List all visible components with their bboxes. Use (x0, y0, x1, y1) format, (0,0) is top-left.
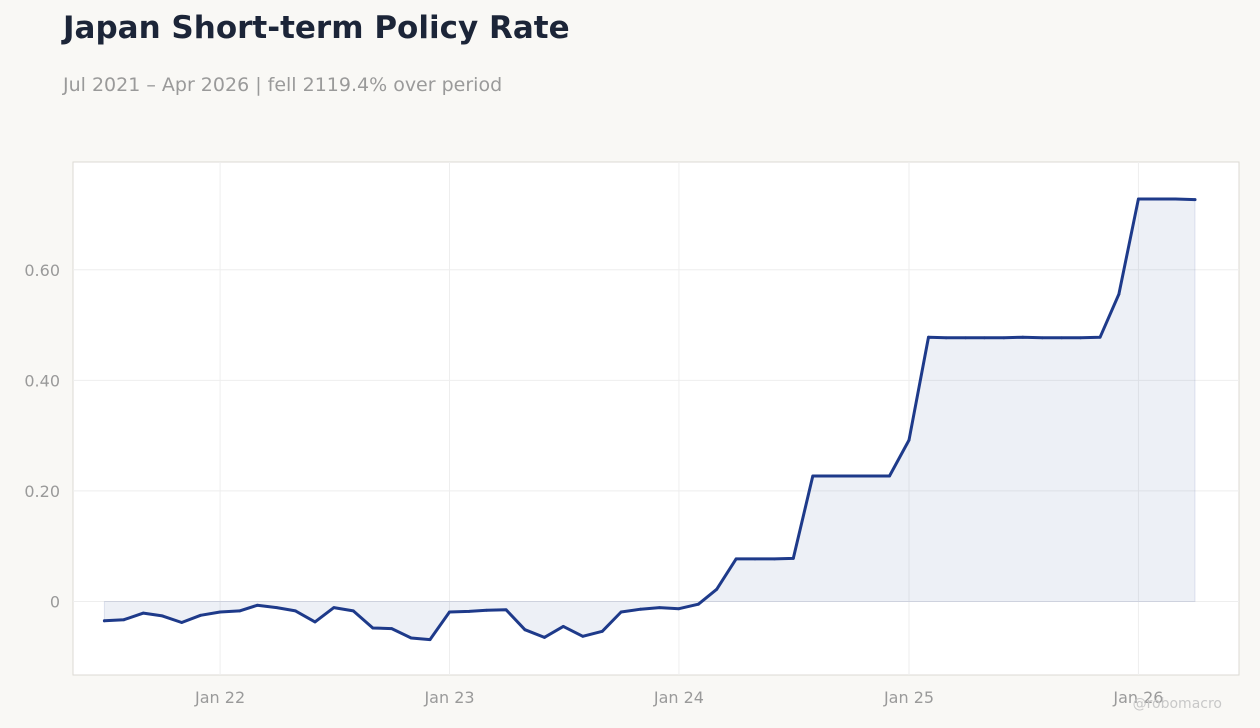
data-point (581, 634, 585, 638)
data-point (1137, 197, 1140, 201)
data-point (849, 474, 853, 478)
y-tick-label: 0.40 (24, 371, 60, 390)
data-point (1040, 336, 1044, 340)
data-point (830, 474, 834, 478)
data-point (428, 638, 432, 641)
data-point (944, 336, 948, 340)
data-point (142, 611, 145, 615)
watermark: @robomacro (1132, 696, 1222, 712)
data-point (639, 607, 642, 611)
data-point (907, 438, 911, 442)
data-point (390, 627, 394, 630)
x-tick-label: Jan 22 (194, 688, 245, 707)
data-point (485, 608, 488, 612)
data-point (791, 557, 795, 560)
data-point (888, 474, 891, 478)
x-axis-tick-labels: Jan 22 Jan 23 Jan 24 Jan 25 Jan 26 (194, 688, 1163, 707)
data-point (313, 620, 317, 624)
x-tick-label: Jan 23 (423, 688, 474, 707)
x-tick-label: Jan 26 (1112, 688, 1163, 707)
data-point (332, 606, 336, 609)
data-point (1156, 197, 1160, 201)
data-point (773, 557, 776, 561)
y-axis-tick-labels: 0 0.20 0.40 0.60 (24, 261, 60, 612)
data-point (122, 618, 126, 622)
data-point (1117, 292, 1121, 296)
data-point (504, 608, 508, 612)
data-points (103, 197, 1197, 641)
data-point (199, 613, 203, 617)
data-point (160, 614, 164, 618)
data-point (619, 610, 623, 614)
y-tick-label: 0.60 (24, 261, 60, 280)
data-point (467, 610, 471, 613)
data-point (964, 336, 967, 340)
chart-subtitle: Jul 2021 – Apr 2026 | fell 2119.4% over … (63, 74, 503, 96)
data-point (1060, 336, 1064, 340)
data-point (1002, 336, 1006, 340)
series-line (102, 197, 1197, 642)
plot-area (72, 161, 1240, 676)
data-point (523, 628, 527, 632)
data-point (983, 336, 986, 340)
y-tick-label: 0.20 (24, 482, 60, 501)
data-point (697, 602, 700, 606)
data-point (255, 603, 259, 607)
data-point (448, 610, 451, 614)
data-point (351, 609, 355, 613)
grid-lines (73, 162, 1239, 675)
data-point (1079, 336, 1082, 340)
data-point (869, 474, 873, 478)
data-point (1174, 197, 1177, 201)
data-point (658, 606, 661, 609)
data-point (734, 557, 738, 561)
data-point (1098, 335, 1102, 339)
data-point (715, 587, 719, 591)
chart-title: Japan Short-term Policy Rate (63, 10, 570, 46)
data-point (409, 636, 413, 640)
data-point (238, 609, 242, 613)
series-line-group (102, 197, 1197, 642)
x-tick-label: Jan 24 (653, 688, 704, 707)
y-tick-label: 0 (50, 592, 60, 611)
data-point (600, 629, 604, 633)
data-point (543, 636, 546, 639)
data-point (180, 621, 184, 624)
data-point (753, 557, 757, 561)
data-point (371, 626, 375, 630)
data-point (1021, 335, 1025, 339)
data-point (1193, 198, 1197, 202)
data-point (294, 609, 297, 613)
data-point (677, 607, 681, 611)
x-tick-label: Jan 25 (883, 688, 934, 707)
data-point (811, 474, 815, 478)
data-point (561, 625, 565, 628)
data-point (103, 619, 106, 623)
data-point (927, 335, 930, 339)
data-point (218, 610, 222, 614)
data-point (275, 606, 279, 609)
